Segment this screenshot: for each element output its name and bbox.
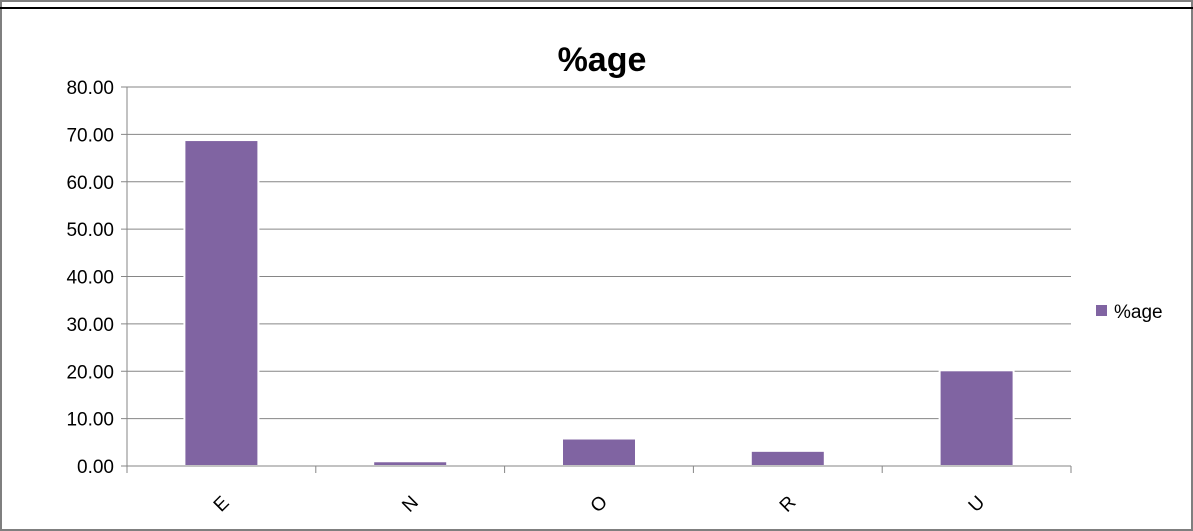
y-tick-label: 0.00 xyxy=(77,457,114,478)
y-tick-label: 40.00 xyxy=(66,268,114,289)
y-tick-label: 60.00 xyxy=(66,173,114,194)
legend-label: %age xyxy=(1114,302,1163,323)
y-tick-label: 30.00 xyxy=(66,315,114,336)
x-axis xyxy=(126,465,1072,473)
bar xyxy=(183,139,260,467)
legend: %age xyxy=(1096,302,1163,323)
legend-swatch xyxy=(1096,305,1107,316)
gridlines xyxy=(121,86,1071,467)
y-tick-label: 20.00 xyxy=(66,362,114,383)
y-tick-label: 10.00 xyxy=(66,410,114,431)
bars xyxy=(183,139,1015,468)
bar xyxy=(561,437,637,467)
y-tick-label: 80.00 xyxy=(66,78,114,99)
chart-title: %age xyxy=(558,41,647,79)
y-axis-ticks: 0.00 10.00 20.00 30.00 40.00 50.00 60.00 70.00 8… xyxy=(66,78,114,478)
bar xyxy=(938,369,1015,467)
y-tick-label: 70.00 xyxy=(66,125,114,146)
bar xyxy=(372,460,449,468)
y-tick-label: 50.00 xyxy=(66,220,114,241)
bar xyxy=(749,449,826,467)
